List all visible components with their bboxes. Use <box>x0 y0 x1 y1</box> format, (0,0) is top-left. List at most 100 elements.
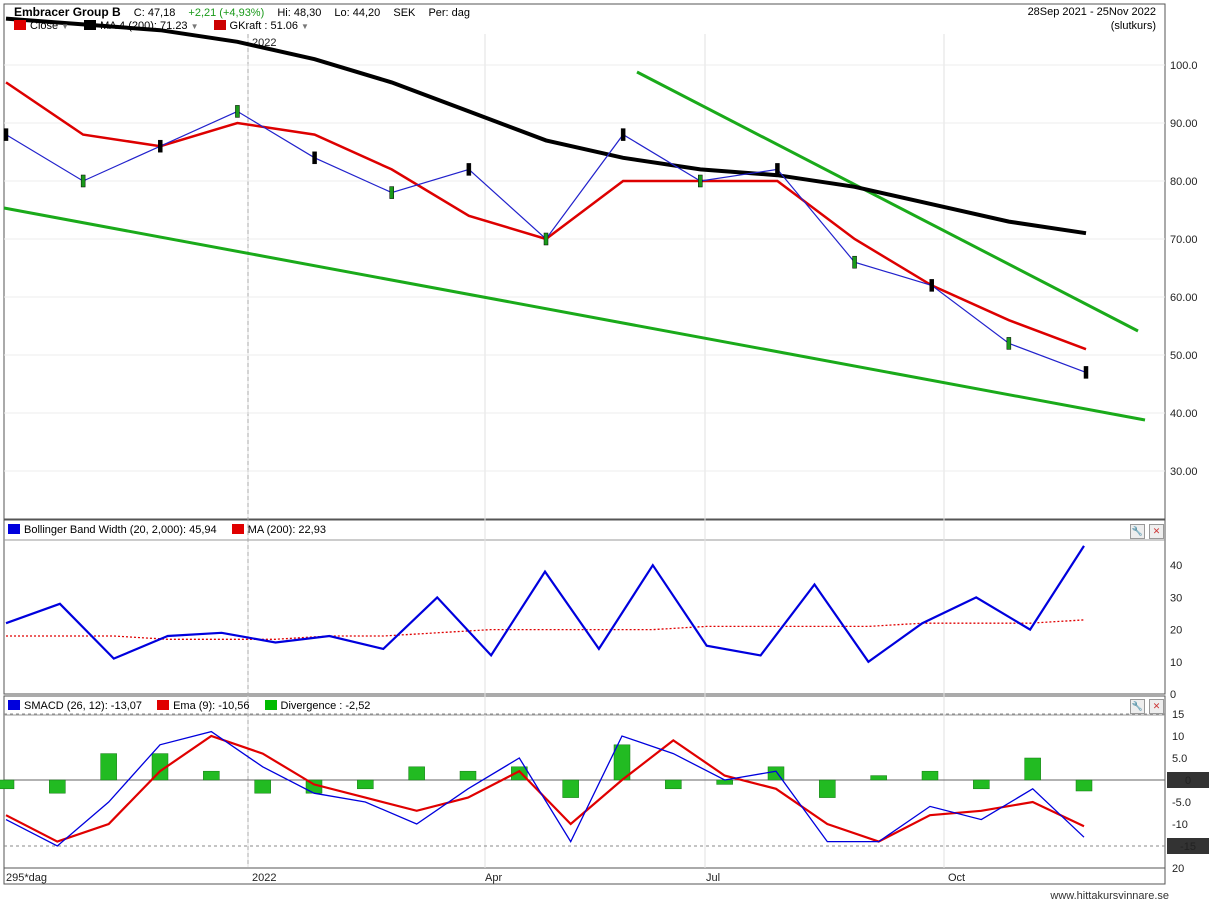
price-legend: Close ▼ MA 4 (200): 71.23 ▼ GKraft : 51.06… <box>14 20 321 32</box>
date-range: 28Sep 2021 - 25Nov 2022 (slutkurs) <box>1028 5 1156 33</box>
period: Per: dag <box>428 7 471 19</box>
price-candle <box>466 163 472 176</box>
close-icon[interactable]: ✕ <box>1149 524 1164 539</box>
price-candle <box>80 174 86 188</box>
x-axis-label: Jul <box>706 872 720 884</box>
chevron-down-icon[interactable]: ▼ <box>190 22 199 31</box>
bbw-label: Bollinger Band Width (20, 2,000): 45,94 <box>24 524 217 536</box>
chart-header: Embracer Group B C: 47,18 +2,21 (+4,93%)… <box>4 2 1164 32</box>
legend-gkraft-swatch <box>213 20 226 30</box>
y-tick-label: 80.00 <box>1170 176 1198 188</box>
macd-panel-frame <box>3 695 1166 885</box>
bbw-swatch <box>8 524 20 534</box>
price-candle <box>620 128 626 141</box>
bbw-ma-label: MA (200): 22,93 <box>247 524 326 536</box>
bollinger-legend: Bollinger Band Width (20, 2,000): 45,94 … <box>8 524 338 536</box>
divergence-bar <box>357 779 374 790</box>
price-candle <box>158 139 163 153</box>
mode-text: (slutkurs) <box>1110 20 1156 32</box>
ema-swatch <box>157 700 170 710</box>
quote-line: Embracer Group B C: 47,18 +2,21 (+4,93%)… <box>14 5 480 19</box>
chevron-down-icon[interactable]: ▼ <box>61 22 70 31</box>
macd-legend: SMACD (26, 12): -13,07 Ema (9): -10,56 D… <box>8 700 382 712</box>
divergence-bar <box>49 779 66 794</box>
ema-label: Ema (9): -10,56 <box>173 700 250 712</box>
divergence-bar <box>1024 757 1041 781</box>
smacd-swatch <box>8 700 20 710</box>
bbw-ma-swatch <box>231 524 244 534</box>
high-value: Hi: 48,30 <box>277 7 322 19</box>
low-value: Lo: 44,20 <box>334 7 381 19</box>
instrument-name: Embracer Group B <box>14 5 121 19</box>
legend-close-label: Close <box>30 20 59 32</box>
price-candle <box>312 151 317 165</box>
divergence-bar <box>254 779 271 794</box>
legend-ma[interactable]: MA 4 (200): 71.23 ▼ <box>84 20 198 32</box>
price-candle <box>929 279 934 292</box>
price-candle <box>698 174 703 188</box>
bbw-y-tick-label: 20 <box>1170 625 1182 637</box>
x-axis-label: 295*dag <box>6 872 47 884</box>
macd-y-tick-label: 0 <box>1185 775 1191 787</box>
x-axis-label: 2022 <box>252 872 276 884</box>
divergence-swatch <box>264 700 277 710</box>
macd-highlight-label-bg <box>1167 772 1209 788</box>
divergence-bar <box>203 770 220 781</box>
y-tick-label: 40.00 <box>1170 408 1198 420</box>
price-candle <box>389 186 394 199</box>
price-candle <box>3 128 9 141</box>
macd-y-tick-label: -10 <box>1172 819 1188 831</box>
price-panel-frame <box>3 3 1166 520</box>
price-candle <box>543 232 549 246</box>
settings-icon[interactable]: 🔧 <box>1130 524 1145 539</box>
macd-y-tick-label: -5.0 <box>1172 797 1191 809</box>
chevron-down-icon[interactable]: ▼ <box>301 22 309 31</box>
smacd-label: SMACD (26, 12): -13,07 <box>24 700 142 712</box>
currency: SEK <box>393 7 416 19</box>
legend-ma-swatch <box>84 20 97 30</box>
smacd-line <box>5 730 1085 847</box>
divergence-bar <box>819 779 836 798</box>
divergence-bar <box>459 770 477 781</box>
y-tick-label: 70.00 <box>1170 234 1198 246</box>
close-icon[interactable]: ✕ <box>1149 699 1164 714</box>
bbw-y-tick-label: 0 <box>1170 689 1176 701</box>
divergence-label: Divergence : -2,52 <box>280 700 371 712</box>
legend-close[interactable]: Close ▼ <box>14 20 69 32</box>
divergence-bar <box>973 779 990 790</box>
bbw-line <box>5 545 1085 664</box>
bollinger-panel-frame <box>3 519 1166 695</box>
legend-gkraft[interactable]: GKraft : 51.06 ▼ <box>213 20 309 32</box>
close-value: C: 47,18 <box>133 7 176 19</box>
divergence-bar <box>665 779 682 790</box>
date-range-text: 28Sep 2021 - 25Nov 2022 <box>1027 6 1156 18</box>
change-value: +2,21 (+4,93%) <box>188 7 265 19</box>
trend-line-lower <box>3 206 1146 422</box>
y-tick-label: 60.00 <box>1170 292 1198 304</box>
macd-y-tick-label: 5.0 <box>1172 753 1187 765</box>
divergence-bar <box>870 775 887 781</box>
divergence-bar <box>921 770 939 781</box>
macd-y-tick-label: 20 <box>1172 863 1184 875</box>
x-axis-label: Apr <box>485 872 502 884</box>
divergence-bar <box>0 779 15 790</box>
trend-line-upper <box>636 70 1139 333</box>
bbw-y-tick-label: 40 <box>1170 560 1182 572</box>
footer-site: www.hittakursvinnare.se <box>1050 890 1169 902</box>
y-tick-label: 90.00 <box>1170 118 1198 130</box>
settings-icon[interactable]: 🔧 <box>1130 699 1145 714</box>
legend-close-swatch <box>14 20 26 30</box>
macd-y-tick-label: -15 <box>1180 841 1196 853</box>
price-candle <box>1083 366 1089 379</box>
divergence-bar <box>100 753 117 781</box>
legend-gkraft-label: GKraft : 51.06 <box>229 20 299 32</box>
bbw-y-tick-label: 10 <box>1170 657 1182 669</box>
macd-y-tick-label: 10 <box>1172 731 1184 743</box>
price-candle <box>852 255 857 269</box>
macd-highlight-label-bg <box>1167 838 1209 854</box>
price-candle <box>775 163 780 176</box>
divergence-bar <box>408 766 425 781</box>
divergence-bar <box>562 779 579 798</box>
x-axis-label: Oct <box>948 872 965 884</box>
